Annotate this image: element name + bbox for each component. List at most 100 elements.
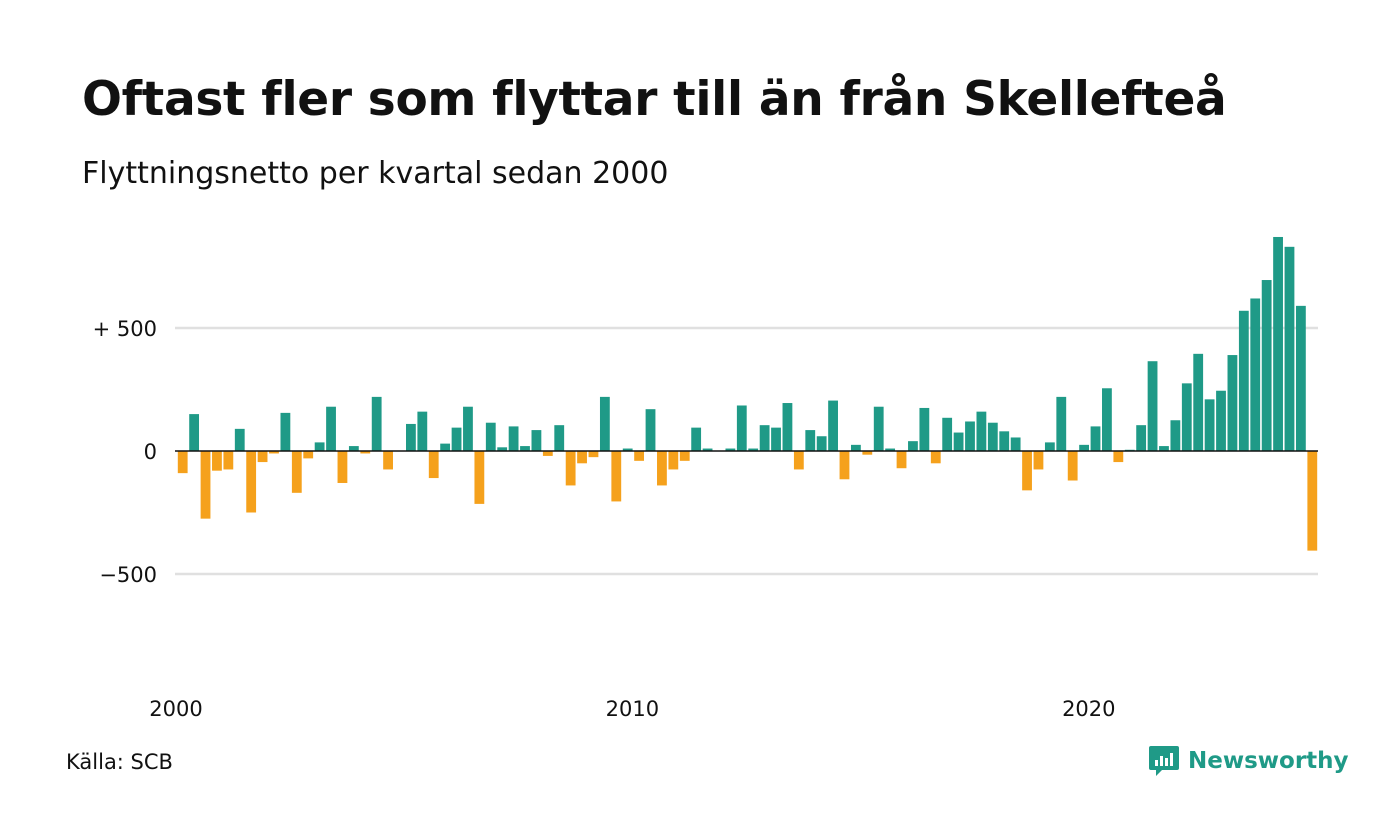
bar [782,403,793,451]
bar [1227,355,1238,451]
bar [862,451,873,455]
bar [805,430,816,451]
bar [1170,420,1181,451]
bar [599,396,610,451]
bar [1056,396,1067,451]
bar [668,451,679,470]
bar [1273,236,1283,451]
bar [828,400,838,451]
bar [1033,451,1044,470]
brand-logo: Newsworthy [1148,744,1349,778]
bar [474,451,485,504]
x-tick-label: 2000 [149,697,202,721]
bar [200,451,211,519]
bar [645,409,656,451]
bar [1204,399,1215,451]
bar [383,451,393,470]
bar [759,425,770,451]
bar [417,411,428,451]
y-tick-label: −500 [99,563,157,587]
bar [577,451,587,464]
bar [588,451,599,458]
bar [1044,442,1055,451]
bar [360,451,371,454]
bar [314,442,325,451]
bar [520,446,530,451]
bar [965,421,975,451]
bar [1295,305,1306,451]
bar [1238,310,1249,451]
chart-subtitle: Flyttningsnetto per kvartal sedan 2000 [82,156,669,191]
bar [326,406,336,451]
bar [873,406,884,451]
bar [371,396,382,451]
bar [1261,280,1272,451]
bar [348,446,359,451]
bar [508,426,519,451]
chart-title: Oftast fler som flyttar till än från Ske… [82,72,1227,127]
gridlines [175,326,1318,576]
bar [1284,246,1295,451]
bar [1307,451,1318,551]
bar [1216,390,1226,451]
y-tick-label: + 500 [93,317,157,341]
x-tick-label: 2020 [1062,697,1115,721]
bar [1136,425,1147,451]
bar [1079,444,1089,451]
bar [816,436,827,451]
bar [428,451,439,479]
bar [999,431,1010,451]
bar [189,414,200,451]
bar [531,430,542,451]
bar [280,412,291,451]
bar [748,448,759,451]
bar [1102,388,1112,451]
bar [497,447,508,451]
bar [554,425,565,451]
bar [542,451,553,456]
bar [793,451,804,470]
bar [1250,298,1261,451]
bar [1159,446,1169,451]
x-tick-label: 2010 [606,697,659,721]
bar [212,451,222,471]
bar [223,451,234,470]
bar [1113,451,1124,463]
bar [1090,426,1101,451]
source-label: Källa: SCB [66,750,173,774]
bar [885,448,896,451]
bar [269,451,279,454]
bar [736,405,747,451]
bar [839,451,850,480]
bar [942,417,953,451]
bar [337,451,348,483]
bar [485,422,496,451]
bars [177,236,1318,551]
bar [657,451,667,486]
bar [565,451,576,486]
x-axis-ticks: 2000 2010 2020 [149,697,1115,721]
bar [919,407,930,451]
bar [702,448,713,451]
bar [1193,353,1204,451]
bar [622,448,633,451]
bar [440,443,451,451]
bar [463,406,473,451]
bar [177,451,188,474]
bar [976,411,987,451]
bar [908,441,918,451]
bar [1022,451,1032,491]
bar [611,451,622,502]
bar [930,451,941,464]
bar [679,451,690,461]
bar [291,451,302,493]
bar [987,422,998,451]
bar [725,448,736,451]
bar [303,451,314,459]
bar [634,451,645,461]
newsworthy-logo-icon [1149,746,1179,776]
bar [691,427,702,451]
bar [234,428,245,451]
bar [1067,451,1078,481]
